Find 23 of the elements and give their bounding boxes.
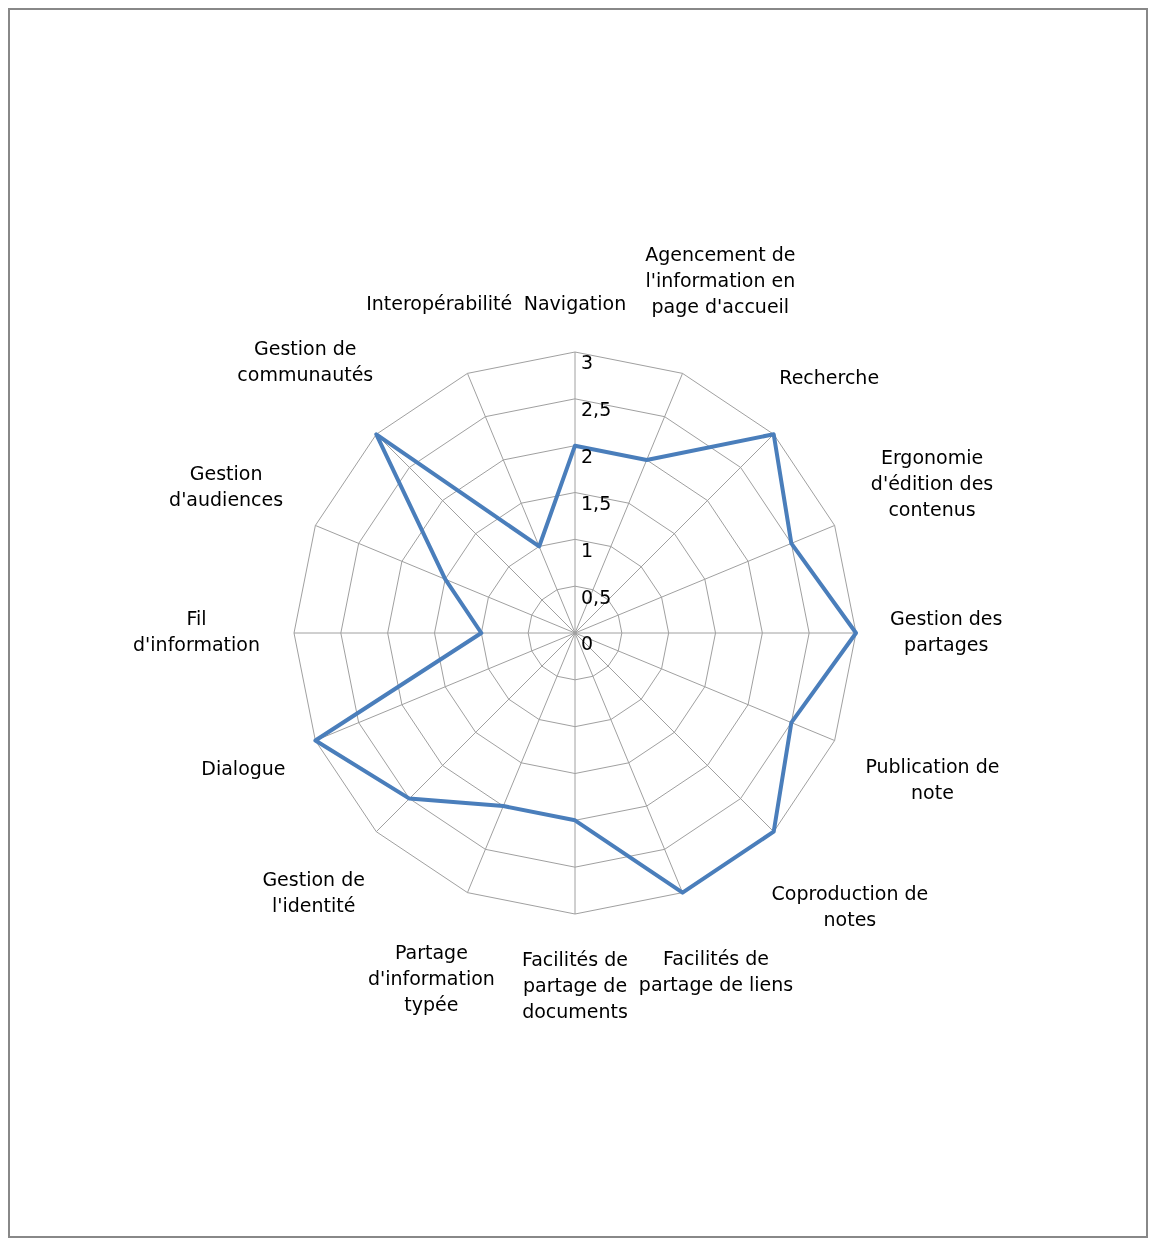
spoke-label: Navigation xyxy=(523,291,627,314)
y-tick-label: 3 xyxy=(581,351,594,374)
y-tick-label: 2 xyxy=(581,445,594,468)
spoke-label: Gestion des partages xyxy=(889,606,1003,655)
spoke-label: Facilités de partage de liens xyxy=(638,947,794,996)
y-tick-label: 0 xyxy=(581,632,594,655)
y-tick-label: 1 xyxy=(581,538,594,561)
spoke-label: Agencement de l'information en page d'accueil xyxy=(645,243,796,318)
y-tick-label: 0,5 xyxy=(581,585,612,608)
spoke-label: Ergonomie d'édition des contenus xyxy=(870,446,994,521)
spoke-label: Publication de note xyxy=(865,754,1000,803)
spoke-label: Recherche xyxy=(779,365,880,388)
spoke-label: Interopérabilité xyxy=(366,292,513,314)
spoke-label: Gestion d'audiences xyxy=(169,462,284,511)
spoke-label: Dialogue xyxy=(201,757,286,780)
y-tick-label: 1,5 xyxy=(581,491,612,514)
spoke-label: Fil d'information xyxy=(133,606,261,655)
y-tick-label: 2,5 xyxy=(581,398,612,421)
spoke-label: Gestion de l'identité xyxy=(262,868,365,917)
spoke-label: Coproduction de notes xyxy=(771,881,929,930)
spoke-label: Partage d'information typée xyxy=(367,940,495,1015)
spoke-label: Facilités de partage de documents xyxy=(522,947,628,1022)
spoke-label: Gestion de communautés xyxy=(237,337,374,386)
